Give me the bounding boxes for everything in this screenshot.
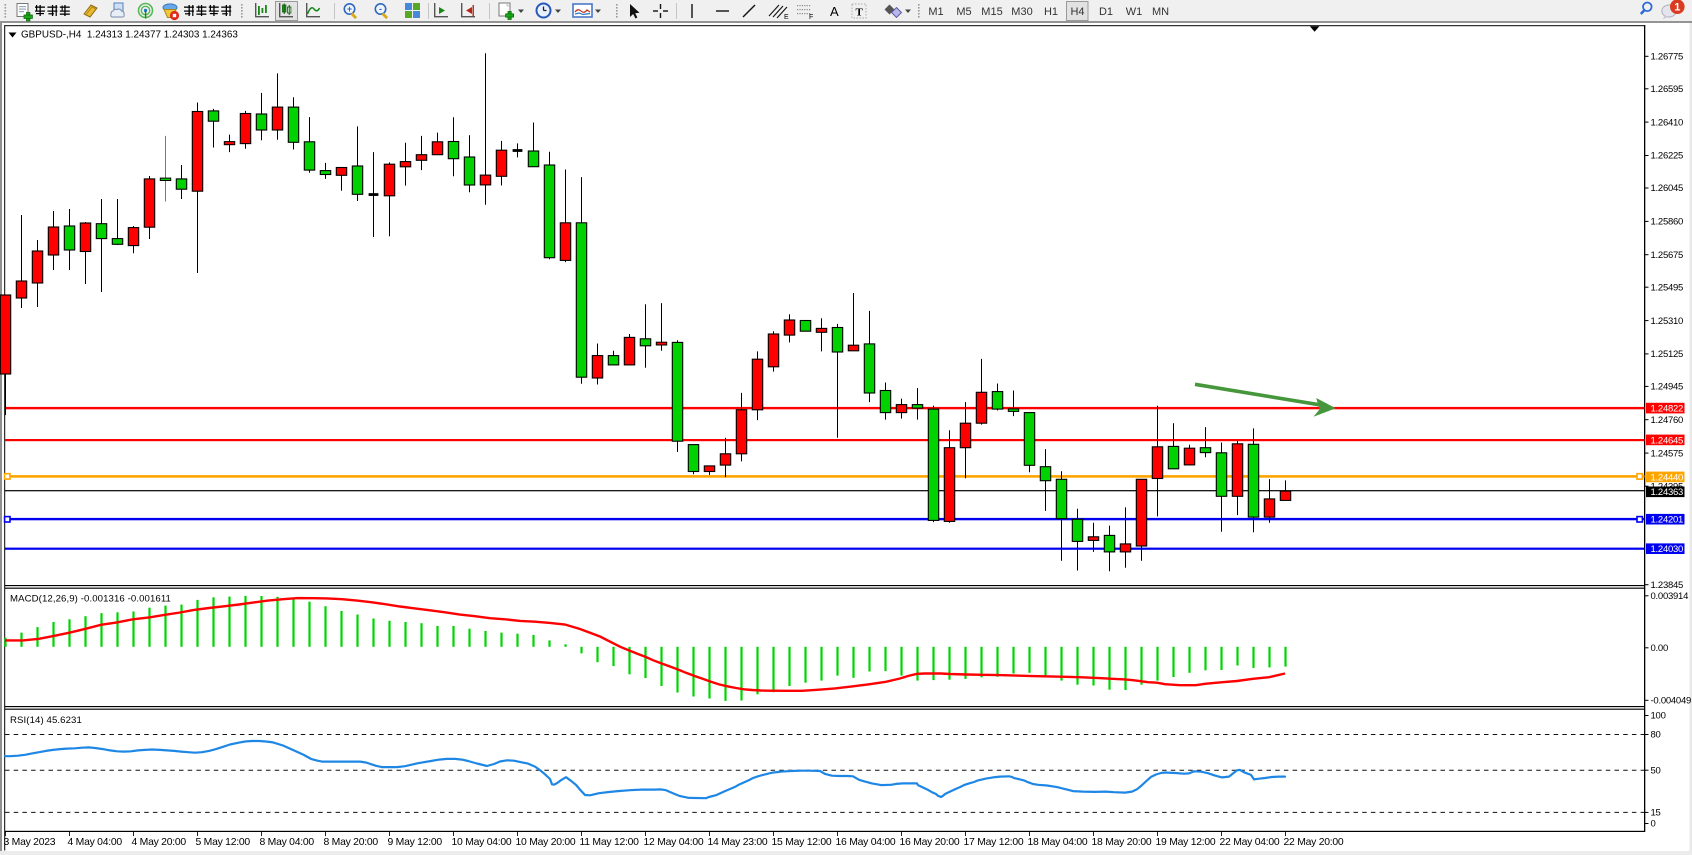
svg-text:18 May 20:00: 18 May 20:00 [1092, 837, 1152, 848]
svg-text:+: + [347, 4, 352, 14]
svg-text:RSI(14) 45.6231: RSI(14) 45.6231 [10, 715, 82, 726]
svg-text:0.003914: 0.003914 [1651, 591, 1689, 602]
svg-text:W1: W1 [1126, 6, 1143, 18]
svg-text:T: T [856, 7, 864, 19]
svg-text:50: 50 [1651, 765, 1661, 776]
svg-text:1.24030: 1.24030 [1651, 544, 1684, 555]
svg-text:15 May 12:00: 15 May 12:00 [772, 837, 832, 848]
svg-text:1.24760: 1.24760 [1651, 415, 1684, 426]
svg-text:-0.004049: -0.004049 [1651, 696, 1692, 707]
svg-text:10 May 04:00: 10 May 04:00 [452, 837, 512, 848]
svg-text:22 May 20:00: 22 May 20:00 [1284, 837, 1344, 848]
svg-text:1.26595: 1.26595 [1651, 84, 1684, 95]
svg-text:1.24945: 1.24945 [1651, 382, 1684, 393]
svg-text:0.00: 0.00 [1651, 643, 1669, 654]
svg-text:GBPUSD-,H4 1.24313 1.24377 1.: GBPUSD-,H4 1.24313 1.24377 1.24303 1.243… [21, 30, 238, 41]
svg-text:9 May 12:00: 9 May 12:00 [388, 837, 443, 848]
svg-text:1.24363: 1.24363 [1651, 487, 1684, 498]
svg-text:MN: MN [1152, 6, 1169, 18]
svg-text:A: A [830, 4, 839, 19]
svg-text:10 May 20:00: 10 May 20:00 [516, 837, 576, 848]
svg-text:1.26045: 1.26045 [1651, 183, 1684, 194]
svg-text:1.25310: 1.25310 [1651, 316, 1684, 327]
svg-text:1.25675: 1.25675 [1651, 250, 1684, 261]
svg-text:D1: D1 [1099, 6, 1113, 18]
svg-text:1.24645: 1.24645 [1651, 435, 1684, 446]
svg-text:E: E [784, 14, 789, 21]
svg-text:1.24822: 1.24822 [1651, 404, 1684, 415]
svg-text:MACD(12,26,9) -0.001316 -0.001: MACD(12,26,9) -0.001316 -0.001611 [10, 594, 171, 605]
svg-text:8 May 04:00: 8 May 04:00 [260, 837, 315, 848]
svg-text:1.23845: 1.23845 [1651, 580, 1684, 591]
svg-text:17 May 12:00: 17 May 12:00 [964, 837, 1024, 848]
svg-text:1.26225: 1.26225 [1651, 151, 1684, 162]
svg-text:80: 80 [1651, 730, 1661, 741]
svg-text:H1: H1 [1044, 6, 1058, 18]
svg-text:M5: M5 [956, 6, 971, 18]
svg-text:14 May 23:00: 14 May 23:00 [708, 837, 768, 848]
svg-text:19 May 12:00: 19 May 12:00 [1156, 837, 1216, 848]
svg-text:F: F [809, 14, 813, 21]
svg-text:1.25495: 1.25495 [1651, 282, 1684, 293]
svg-text:3 May 2023: 3 May 2023 [4, 837, 56, 848]
svg-text:100: 100 [1651, 711, 1666, 722]
svg-text:1.26775: 1.26775 [1651, 52, 1684, 63]
svg-text:16 May 04:00: 16 May 04:00 [836, 837, 896, 848]
svg-text:M1: M1 [928, 6, 943, 18]
svg-text:M30: M30 [1011, 6, 1032, 18]
svg-text:M15: M15 [981, 6, 1002, 18]
svg-text:15: 15 [1651, 808, 1661, 819]
svg-text:0: 0 [1651, 819, 1656, 830]
svg-text:5 May 12:00: 5 May 12:00 [196, 837, 251, 848]
svg-text:12 May 04:00: 12 May 04:00 [644, 837, 704, 848]
svg-text:8 May 20:00: 8 May 20:00 [324, 837, 379, 848]
svg-text:22 May 04:00: 22 May 04:00 [1220, 837, 1280, 848]
svg-text:1.25125: 1.25125 [1651, 349, 1684, 360]
svg-text:18 May 04:00: 18 May 04:00 [1028, 837, 1088, 848]
svg-text:4 May 04:00: 4 May 04:00 [68, 837, 123, 848]
svg-text:1.25860: 1.25860 [1651, 217, 1684, 228]
svg-text:11 May 12:00: 11 May 12:00 [580, 837, 640, 848]
svg-text:4 May 20:00: 4 May 20:00 [132, 837, 187, 848]
svg-text:-: - [379, 4, 382, 14]
svg-text:1: 1 [1674, 2, 1680, 14]
svg-text:16 May 20:00: 16 May 20:00 [900, 837, 960, 848]
svg-text:H4: H4 [1070, 6, 1084, 18]
svg-text:1.24440: 1.24440 [1651, 472, 1684, 483]
svg-text:1.26410: 1.26410 [1651, 117, 1684, 128]
svg-text:1.24201: 1.24201 [1651, 515, 1684, 526]
svg-text:1.24575: 1.24575 [1651, 448, 1684, 459]
